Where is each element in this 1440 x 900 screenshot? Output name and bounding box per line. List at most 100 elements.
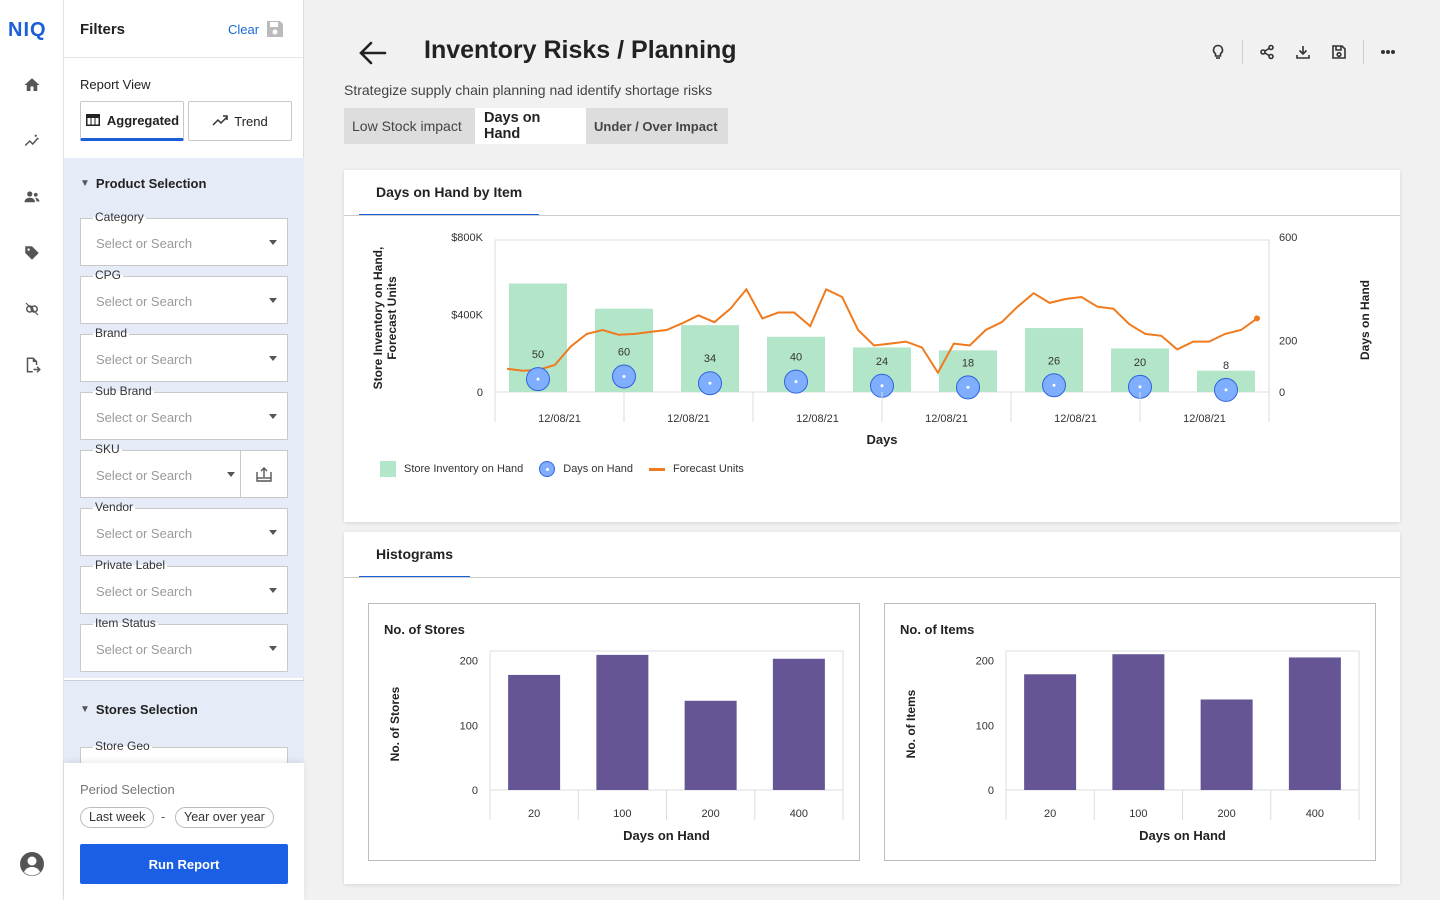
days-on-hand-data-label: 18 <box>962 357 974 369</box>
histograms-tab[interactable]: Histograms <box>359 532 471 578</box>
product-selection-title: Product Selection <box>95 176 207 191</box>
people-icon[interactable] <box>20 185 44 209</box>
days-on-hand-data-label: 50 <box>532 349 544 361</box>
aggregated-view-button[interactable]: Aggregated <box>80 101 184 141</box>
y-left-axis-label: Store Inventory on Hand,Forecast Units <box>371 247 399 390</box>
days-on-hand-data-label: 24 <box>876 356 888 368</box>
x-axis-label: Days on Hand <box>623 828 710 843</box>
report-view-label: Report View <box>80 77 151 92</box>
tag-icon[interactable] <box>20 241 44 265</box>
days-on-hand-point-center <box>794 380 798 384</box>
cpg-select[interactable]: CPG Select or Search <box>80 268 288 324</box>
legend-item[interactable]: Days on Hand <box>539 461 633 477</box>
toolbar-divider <box>1363 40 1364 64</box>
x-tick-label: 400 <box>1306 808 1324 820</box>
y-right-axis-label: Days on Hand <box>1358 280 1372 360</box>
days-on-hand-point-center <box>536 377 540 381</box>
dropdown-arrow-icon <box>227 472 235 477</box>
x-tick-label: 20 <box>528 808 540 820</box>
days-on-hand-chart: $800K $400K 0 600 200 0 Store Inventory on Han… <box>371 232 1372 447</box>
stores-selection-toggle[interactable]: ▼ Stores Selection <box>80 702 198 717</box>
page-subtitle: Strategize supply chain planning nad ide… <box>344 82 713 98</box>
days-on-hand-data-label: 8 <box>1223 360 1229 372</box>
nav-rail: NIQ <box>0 0 64 900</box>
x-tick-label: 12/08/21 <box>925 413 968 425</box>
trend-view-button[interactable]: Trend <box>188 101 292 141</box>
y-right-tick-label: 600 <box>1279 232 1297 244</box>
upload-icon <box>256 467 272 482</box>
y-left-axis-label-line: Forecast Units <box>385 276 399 360</box>
sku-upload-button[interactable] <box>240 450 288 498</box>
histogram-bar <box>508 674 561 790</box>
card-divider <box>344 577 1400 578</box>
x-tick-label: 20 <box>1044 808 1056 820</box>
legend-item[interactable]: Forecast Units <box>648 463 744 475</box>
x-tick-label: 200 <box>701 808 719 820</box>
export-icon[interactable] <box>20 353 44 377</box>
legend-swatch-line <box>648 467 665 471</box>
field-label: SKU <box>93 442 122 456</box>
home-icon[interactable] <box>20 73 44 97</box>
lightbulb-icon[interactable] <box>1208 42 1228 62</box>
legend-item[interactable]: Store Inventory on Hand <box>380 461 523 477</box>
private-label-select[interactable]: Private Label Select or Search <box>80 558 288 614</box>
period-to-chip[interactable]: Year over year <box>175 807 274 828</box>
tab-under-over-impact[interactable]: Under / Over Impact <box>586 108 728 144</box>
user-avatar-icon[interactable] <box>19 851 45 877</box>
period-selection: Period Selection Last week - Year over y… <box>64 763 304 900</box>
items-histogram-chart: 200 100 0 No. of Items 20 100 200 400 Days on Ha… <box>904 650 1360 843</box>
x-tick-label: 12/08/21 <box>796 413 839 425</box>
days-on-hand-point-center <box>622 374 626 378</box>
sub-brand-select[interactable]: Sub Brand Select or Search <box>80 384 288 440</box>
field-placeholder: Select or Search <box>96 468 193 483</box>
save-icon[interactable] <box>1329 42 1349 62</box>
download-icon[interactable] <box>1293 42 1313 62</box>
period-from-chip[interactable]: Last week <box>80 807 155 828</box>
tab-days-on-hand[interactable]: Days on Hand <box>475 108 586 144</box>
card-divider <box>344 215 1400 216</box>
field-placeholder: Select or Search <box>96 294 193 309</box>
x-tick-label: 200 <box>1217 808 1235 820</box>
main-content: Inventory Risks / Planning Strategize su… <box>304 0 1440 900</box>
toolbar-divider <box>1242 40 1243 64</box>
sku-select[interactable]: SKU Select or Search <box>80 442 242 498</box>
field-placeholder: Select or Search <box>96 642 193 657</box>
histogram-bar <box>1288 657 1341 790</box>
tab-low-stock-impact[interactable]: Low Stock impact <box>344 108 475 144</box>
dropdown-arrow-icon <box>269 298 277 303</box>
clear-filters-link[interactable]: Clear <box>228 22 260 37</box>
legend-swatch-bar <box>380 461 396 477</box>
back-arrow-icon[interactable] <box>357 38 387 68</box>
legend-label: Days on Hand <box>563 463 633 475</box>
histogram-bar <box>1200 699 1253 790</box>
niq-logo[interactable]: NIQ <box>8 19 47 41</box>
days-on-hand-point-center <box>1052 383 1056 387</box>
stores-histogram-title: No. of Stores <box>384 622 465 637</box>
days-on-hand-point-center <box>966 385 970 389</box>
histogram-bar <box>684 700 737 790</box>
field-placeholder: Select or Search <box>96 584 193 599</box>
save-filters-icon[interactable] <box>265 19 285 39</box>
days-on-hand-data-label: 40 <box>790 352 802 364</box>
vendor-select[interactable]: Vendor Select or Search <box>80 500 288 556</box>
brand-select[interactable]: Brand Select or Search <box>80 326 288 382</box>
integrations-icon[interactable] <box>20 297 44 321</box>
field-label: Sub Brand <box>93 384 154 398</box>
item-status-select[interactable]: Item Status Select or Search <box>80 616 288 672</box>
y-left-axis-label-line: Store Inventory on Hand, <box>371 247 385 390</box>
more-options-icon[interactable] <box>1378 42 1398 62</box>
field-label: Vendor <box>93 500 136 514</box>
days-on-hand-data-label: 26 <box>1048 355 1060 367</box>
page-title: Inventory Risks / Planning <box>424 36 737 64</box>
insights-icon[interactable] <box>20 129 44 153</box>
stores-histogram-box: No. of Stores 200 100 0 No. of Stores 20 100 2… <box>368 603 860 861</box>
share-icon[interactable] <box>1257 42 1277 62</box>
run-report-button[interactable]: Run Report <box>80 844 288 884</box>
x-tick-label: 12/08/21 <box>667 413 710 425</box>
y-left-tick-label: 0 <box>477 387 483 399</box>
y-tick-label: 200 <box>460 656 478 668</box>
chart-legend: Store Inventory on Hand Days on Hand For… <box>380 461 760 477</box>
product-selection-toggle[interactable]: ▼ Product Selection <box>80 176 206 191</box>
y-tick-label: 200 <box>976 656 994 668</box>
category-select[interactable]: Category Select or Search <box>80 210 288 266</box>
